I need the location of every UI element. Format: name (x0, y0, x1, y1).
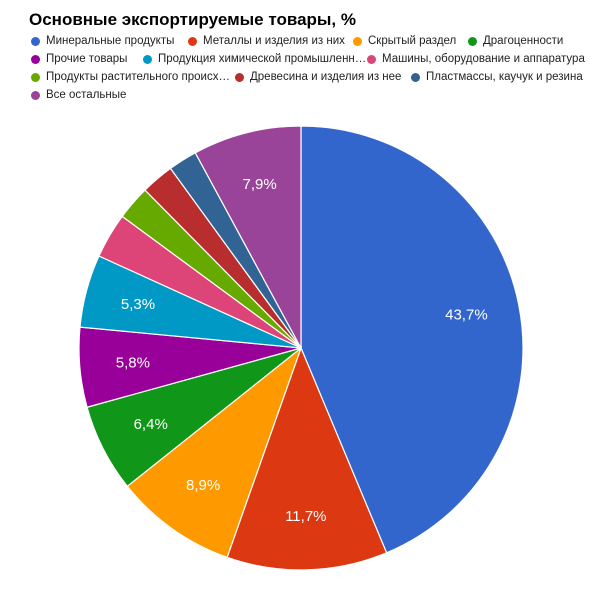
slice-data-label: 5,3% (121, 296, 155, 313)
slice-data-label: 43,7% (445, 306, 488, 323)
pie-slice-1[interactable] (226, 346, 388, 571)
legend-label: Скрытый раздел (368, 35, 457, 47)
legend-swatch (367, 54, 376, 64)
legend-item-plastics[interactable]: Пластмассы, каучук и резина (411, 71, 583, 83)
slice-data-label: 7,9% (242, 176, 276, 193)
pie-slice-10[interactable] (194, 125, 302, 349)
legend-swatch (143, 54, 152, 64)
legend-swatch (31, 36, 40, 46)
legend-swatch (411, 72, 420, 82)
pie-slices (78, 125, 524, 571)
chart-legend: Минеральные продукты Металлы и изделия и… (31, 35, 596, 107)
legend-item-mineral-products[interactable]: Минеральные продукты (31, 35, 174, 47)
legend-item-other-goods[interactable]: Прочие товары (31, 53, 127, 65)
legend-item-chemical-products[interactable]: Продукция химической промышленн… (143, 53, 366, 65)
legend-item-jewelry[interactable]: Драгоценности (468, 35, 563, 47)
legend-swatch (31, 90, 40, 100)
legend-item-wood[interactable]: Древесина и изделия из нее (235, 71, 401, 83)
legend-swatch (31, 72, 40, 82)
legend-item-metals[interactable]: Металлы и изделия из них (188, 35, 345, 47)
legend-label: Минеральные продукты (46, 35, 175, 47)
legend-swatch (353, 36, 362, 46)
legend-label: Машины, оборудование и аппаратура (382, 53, 585, 65)
legend-swatch (188, 36, 197, 46)
legend-swatch (31, 54, 40, 64)
legend-item-machinery[interactable]: Машины, оборудование и аппаратура (367, 53, 585, 65)
slice-data-label: 5,8% (116, 354, 150, 371)
chart-title: Основные экспортируемые товары, % (29, 10, 356, 29)
slice-data-label: 6,4% (134, 416, 168, 433)
legend-label: Прочие товары (46, 53, 128, 65)
legend-label: Продукты растительного происх… (46, 71, 230, 83)
legend-label: Драгоценности (483, 35, 564, 47)
slice-data-label: 8,9% (186, 477, 220, 494)
pie-slice-0[interactable] (300, 125, 524, 554)
slice-data-label: 11,7% (285, 508, 326, 525)
pie-slice-2[interactable] (126, 346, 303, 559)
legend-label: Металлы и изделия из них (203, 35, 345, 47)
legend-item-all-others[interactable]: Все остальные (31, 89, 126, 101)
pie-slice-labels: 43,7% 11,7% 8,9% 6,4% 5,8% 5,3% 7,9% (116, 176, 488, 525)
legend-label: Пластмассы, каучук и резина (426, 71, 583, 83)
legend-swatch (468, 36, 477, 46)
legend-label: Древесина и изделия из нее (250, 71, 402, 83)
legend-item-plant-products[interactable]: Продукты растительного происх… (31, 71, 230, 83)
legend-label: Все остальные (46, 89, 127, 101)
legend-label: Продукция химической промышленн… (158, 53, 367, 65)
legend-swatch (235, 72, 244, 82)
legend-item-hidden-section[interactable]: Скрытый раздел (353, 35, 456, 47)
